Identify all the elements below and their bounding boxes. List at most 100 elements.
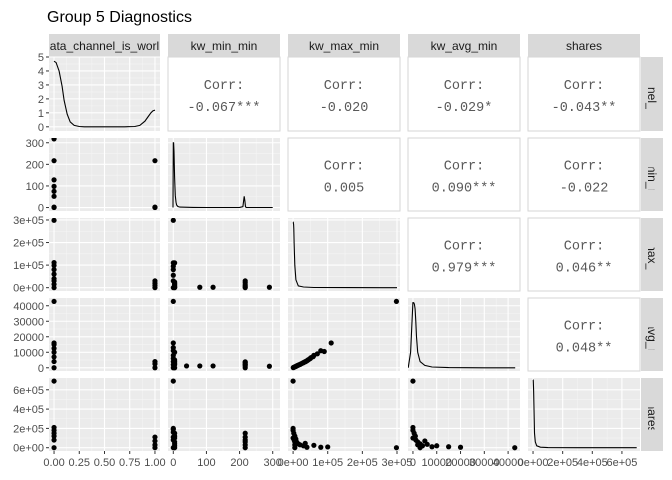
scatter-point [325,444,331,450]
scatter-point [328,340,334,346]
scatter-point [172,445,178,451]
x-tick-label: 0 [170,457,176,469]
correlation-panel-frame [407,56,521,132]
x-tick-label: 0e+00 [278,457,309,469]
scatter-point [172,285,178,291]
panel-background [168,218,280,291]
correlation-panel-frame [407,137,521,212]
x-tick-label: 2e+05 [347,457,378,469]
scatter-point [51,354,57,360]
y-tick-label: 0 [38,363,44,375]
scatter-point [51,365,57,371]
scatter-point [419,443,426,449]
scatter-point [457,444,464,450]
panel [168,138,280,211]
column-strip-label: kw_max_min [309,39,379,53]
scatter-point [242,285,248,291]
panel: Corr: 0.005 [287,137,401,212]
scatter-point [51,204,57,211]
row-strip: _channel_is_w [641,53,663,134]
scatter-point [393,445,400,451]
scatter-point [410,378,416,384]
scatter-point [51,138,57,142]
scatter-point [51,188,57,194]
panel-background [168,138,280,211]
scatter-point [170,340,176,346]
panel [288,298,400,371]
correlation-panel-frame [407,217,521,292]
panel [49,378,160,451]
panel [168,378,280,451]
row-strip-background [641,138,663,211]
x-tick-label: 40000 [493,457,524,469]
y-tick-label: 2e+05 [13,238,44,250]
x-tick-label: 30000 [469,457,500,469]
row-strip-background [641,378,663,451]
panel [168,298,280,371]
correlation-value: -0.067*** [188,101,261,116]
y-tick-label: 5 [38,52,44,64]
y-tick-label: 3 [38,80,44,92]
correlation-label: Corr: [324,160,365,175]
scatter-point [51,298,57,305]
scatter-point [51,433,57,439]
scatter-point [172,435,178,441]
scatter-point [512,445,518,451]
x-tick-label: 6e+05 [606,457,637,469]
panel [168,218,280,291]
correlation-label: Corr: [444,79,485,94]
correlation-panel-frame [287,56,401,132]
column-strip-label: kw_avg_min [431,39,498,53]
panel: Corr: 0.048** [527,297,641,372]
y-tick-label: 10000 [13,347,44,359]
correlation-panel-frame [527,56,641,132]
y-tick-label: 2e+05 [13,423,44,435]
panel: Corr: -0.022 [527,137,641,212]
scatter-point [170,378,176,384]
scatter-point [152,438,158,444]
correlation-label: Corr: [564,240,605,255]
column-strip: ata_channel_is_worl [49,34,160,57]
panel [408,298,520,371]
scatter-point [170,218,176,223]
density-line [292,221,398,289]
scatter-point [197,284,203,290]
scatter-point [446,444,452,450]
density-line [172,142,273,209]
y-tick-label: 300 [26,138,44,150]
scatter-point [311,442,317,448]
correlation-panel-frame [527,137,641,212]
correlation-value: 0.046** [556,262,613,277]
scatter-point [51,345,57,351]
correlation-label: Corr: [564,320,605,335]
panel [288,378,400,451]
correlation-panel-frame [287,137,401,212]
y-tick-label: 0e+00 [13,283,44,295]
scatter-point [51,285,57,291]
panel [49,298,160,371]
scatter-point [152,285,158,291]
scatter-point [429,444,435,450]
column-strip: shares [528,34,640,57]
x-tick-label: 0.50 [94,457,115,469]
scatter-point [152,365,158,371]
y-tick-label: 20000 [13,332,44,344]
scatter-point [51,437,57,443]
scatter-point [304,444,310,450]
x-tick-label: 0.25 [69,457,90,469]
panel-background [288,378,400,451]
scatter-point [51,177,57,183]
panel-background [168,298,280,371]
row-strip-background [641,298,663,371]
x-tick-label: 100 [197,457,215,469]
scatter-point [424,441,430,447]
row-strip-label: _channel_is_w [645,53,659,134]
scatter-point [51,262,57,269]
scatter-point [51,341,57,348]
scatter-point [51,158,57,164]
correlation-panel-frame [527,297,641,372]
scatter-point [412,433,418,439]
row-strip-background [641,57,663,131]
panel [49,218,160,291]
column-strip: kw_avg_min [408,34,520,57]
